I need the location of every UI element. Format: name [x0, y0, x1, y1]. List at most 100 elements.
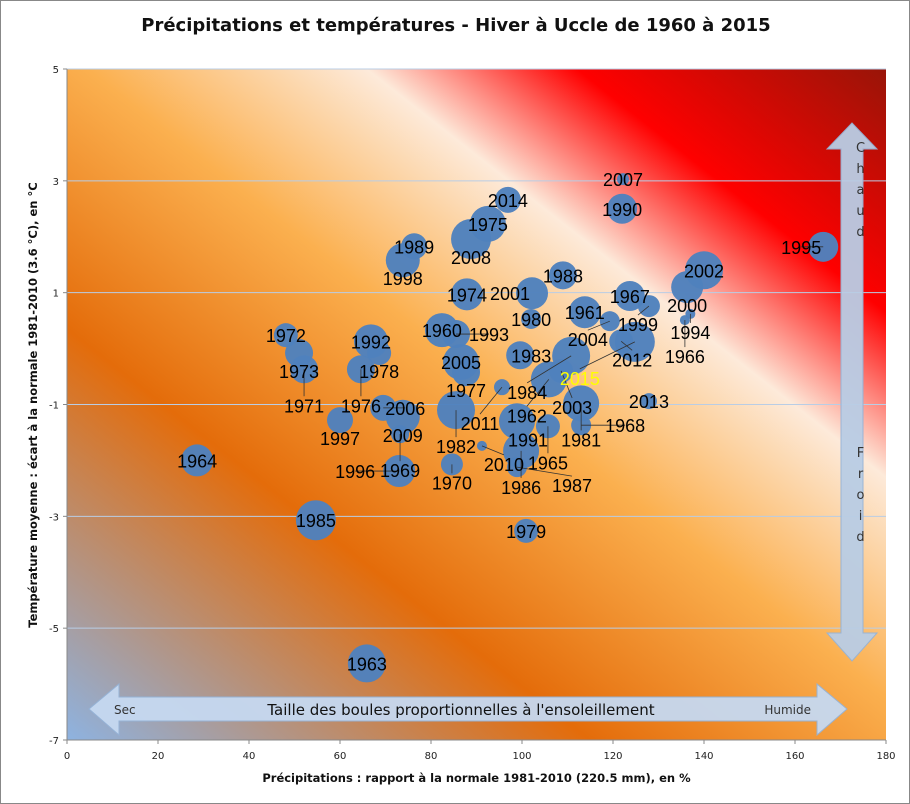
bubble-1991 — [498, 403, 535, 440]
bubble-label-2009: 2009 — [383, 426, 423, 446]
bubble-label-2014: 2014 — [488, 191, 528, 211]
bubble-label-2000: 2000 — [667, 296, 707, 316]
y-tick-label: -3 — [49, 512, 59, 523]
y-tick-label: 5 — [53, 65, 59, 76]
bubble-1989 — [401, 233, 428, 260]
x-tick-label: 140 — [694, 751, 713, 762]
bubble-1973 — [285, 339, 314, 368]
bubble-label-1998: 1998 — [383, 269, 423, 289]
bubble-label-1989: 1989 — [394, 237, 434, 257]
bubble-labels: 2007 2014 1990 1975 2008 1989 1995 1998 2002 1988… — [177, 170, 821, 674]
bubble-label-2013: 2013 — [629, 392, 669, 412]
bubble-1974 — [450, 278, 483, 311]
bubble-label-1974: 1974 — [447, 285, 487, 305]
bubble-label-1980: 1980 — [511, 310, 551, 330]
y-tick-label: -1 — [49, 401, 59, 412]
bubble-label-1991: 1991 — [508, 430, 548, 450]
bubble-label-1964: 1964 — [177, 451, 217, 471]
wet-label: Humide — [764, 703, 811, 717]
bubble-label-2007: 2007 — [603, 170, 643, 190]
x-tick-label: 20 — [152, 751, 165, 762]
x-tick-label: 0 — [64, 751, 70, 762]
leader-line — [526, 379, 550, 407]
bubble-1977 — [452, 358, 481, 387]
bubble-label-1970: 1970 — [432, 473, 472, 493]
bubble-label-1975: 1975 — [468, 215, 508, 235]
bubble-size-note: Taille des boules proportionnelles à l'e… — [266, 701, 654, 719]
y-tick-label: 1 — [53, 289, 59, 300]
bubble-label-1977: 1977 — [446, 381, 486, 401]
bubble-label-2003: 2003 — [552, 398, 592, 418]
bubble-label-2006: 2006 — [385, 399, 425, 419]
bubble-1964 — [181, 444, 214, 477]
cold-label: Froid — [853, 446, 868, 551]
bubble-label-2001: 2001 — [490, 284, 530, 304]
bubble-1985 — [295, 500, 336, 541]
bubble-label-1967: 1967 — [610, 287, 650, 307]
x-tick-label: 160 — [785, 751, 804, 762]
bubble-label-1985: 1985 — [296, 511, 336, 531]
bubble-label-1996: 1996 — [335, 462, 375, 482]
leader-lines — [303, 246, 824, 478]
bubble-label-1994: 1994 — [670, 323, 710, 343]
bubble-label-1990: 1990 — [602, 200, 642, 220]
bubble-label-1966: 1966 — [665, 347, 705, 367]
bubble-2001 — [516, 277, 549, 310]
bubble-label-1997: 1997 — [320, 429, 360, 449]
x-tick-label: 60 — [334, 751, 347, 762]
leader-line — [579, 341, 636, 370]
bubble-label-1987: 1987 — [552, 476, 592, 496]
chart-title: Précipitations et températures - Hiver à… — [141, 15, 771, 36]
bubble-1967 — [614, 281, 645, 312]
leader-line — [637, 305, 650, 316]
bubble-label-1961: 1961 — [565, 303, 605, 323]
x-tick-label: 40 — [243, 751, 256, 762]
bubble-2000 — [671, 271, 704, 304]
bubble-label-1965: 1965 — [528, 453, 568, 473]
bubble-label-1992: 1992 — [351, 332, 391, 352]
bubble-1978 — [367, 341, 392, 366]
bubble-label-1986: 1986 — [501, 478, 541, 498]
bubble-label-2015: 2015 — [560, 369, 600, 389]
bubble-1961 — [568, 296, 601, 329]
x-tick-label: 120 — [603, 751, 622, 762]
bubble-label-1976: 1976 — [341, 396, 381, 416]
bubble-label-1978: 1978 — [359, 362, 399, 382]
bubble-1990 — [607, 193, 638, 224]
bubble-1975 — [469, 205, 506, 242]
bubble-label-1981: 1981 — [561, 430, 601, 450]
bubble-label-2012: 2012 — [612, 350, 652, 370]
bubble-1980 — [521, 308, 542, 329]
leader-line — [526, 355, 572, 384]
leader-line — [560, 370, 573, 399]
bubble-label-2004: 2004 — [568, 330, 608, 350]
bubble-1997 — [327, 407, 353, 434]
bubble-label-1972: 1972 — [266, 326, 306, 346]
bubble-label-1995: 1995 — [781, 238, 821, 258]
y-tick-label: -5 — [49, 624, 59, 635]
warm-label: Chaud — [853, 141, 868, 246]
bubble-label-1973: 1973 — [279, 362, 319, 382]
bubble-label-2010: 2010 — [484, 455, 524, 475]
leader-line — [516, 466, 573, 477]
bubble-label-1993: 1993 — [469, 325, 509, 345]
bubble-label-1963: 1963 — [347, 654, 387, 674]
dry-label: Sec — [114, 703, 136, 717]
x-tick-label: 100 — [512, 751, 531, 762]
bubble-label-2005: 2005 — [441, 353, 481, 373]
bubble-label-2002: 2002 — [684, 261, 724, 281]
bubble-label-2008: 2008 — [451, 248, 491, 268]
horizontal-arrow — [88, 682, 848, 737]
bubble-2007 — [617, 173, 630, 186]
y-tick-label: 3 — [53, 177, 59, 188]
x-tick-label: 80 — [425, 751, 438, 762]
bubble-2014 — [494, 186, 521, 213]
bubble-label-1962: 1962 — [507, 406, 547, 426]
x-axis-label: Précipitations : rapport à la normale 19… — [262, 771, 691, 785]
leader-line — [479, 386, 503, 415]
leader-line — [481, 445, 505, 456]
vertical-arrow — [825, 122, 879, 662]
bubble-label-1984: 1984 — [507, 383, 547, 403]
